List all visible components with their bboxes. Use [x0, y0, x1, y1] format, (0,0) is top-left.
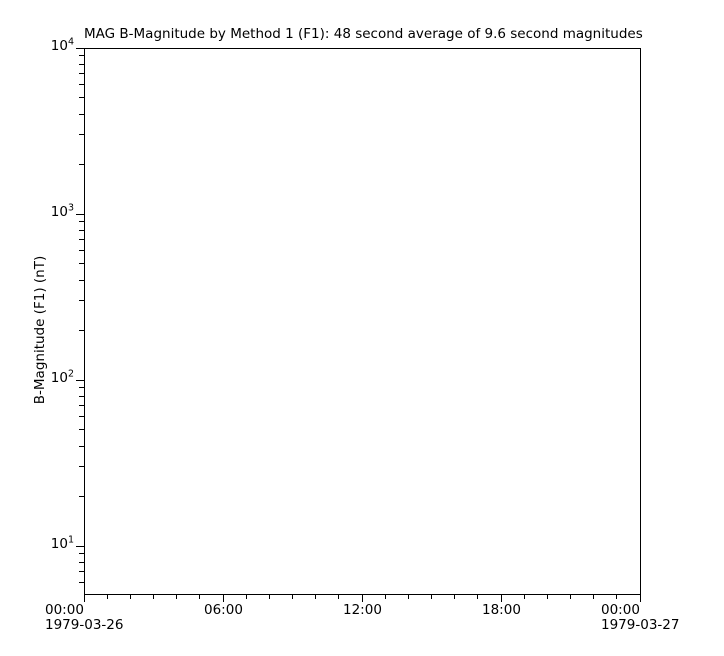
x-major-tick: [501, 594, 502, 602]
x-date-label: 1979-03-27: [601, 617, 680, 633]
y-major-tick: [76, 48, 84, 49]
y-minor-tick: [79, 582, 84, 583]
y-minor-tick: [79, 387, 84, 388]
x-minor-tick: [153, 594, 154, 599]
x-minor-tick: [408, 594, 409, 599]
x-tick-time: 00:00: [45, 602, 84, 618]
y-minor-tick: [79, 73, 84, 74]
y-minor-tick: [79, 330, 84, 331]
y-minor-tick: [79, 239, 84, 240]
x-date-label: 1979-03-26: [45, 617, 124, 633]
y-minor-tick: [79, 429, 84, 430]
x-major-tick: [223, 594, 224, 602]
y-minor-tick: [79, 446, 84, 447]
x-minor-tick: [547, 594, 548, 599]
y-minor-tick: [79, 230, 84, 231]
chart-title: MAG B-Magnitude by Method 1 (F1): 48 sec…: [84, 26, 643, 42]
y-minor-tick: [79, 416, 84, 417]
x-minor-tick: [107, 594, 108, 599]
x-tick-label: 00:00 1979-03-27: [601, 603, 679, 633]
y-major-tick: [76, 380, 84, 381]
x-minor-tick: [315, 594, 316, 599]
y-minor-tick: [79, 55, 84, 56]
x-tick-time: 06:00: [204, 602, 243, 618]
x-major-tick: [362, 594, 363, 602]
y-minor-tick: [79, 263, 84, 264]
x-tick-label: 06:00: [204, 603, 243, 618]
y-minor-tick: [79, 405, 84, 406]
x-minor-tick: [385, 594, 386, 599]
y-minor-tick: [79, 300, 84, 301]
y-minor-tick: [79, 496, 84, 497]
x-minor-tick: [524, 594, 525, 599]
y-tick-label: 101: [50, 534, 74, 552]
y-minor-tick: [79, 134, 84, 135]
y-major-tick: [76, 214, 84, 215]
x-major-tick: [84, 594, 85, 602]
x-tick-time: 00:00: [601, 602, 640, 618]
x-minor-tick: [130, 594, 131, 599]
x-minor-tick: [570, 594, 571, 599]
y-minor-tick: [79, 114, 84, 115]
y-major-tick: [76, 546, 84, 547]
y-minor-tick: [79, 396, 84, 397]
x-minor-tick: [477, 594, 478, 599]
x-minor-tick: [454, 594, 455, 599]
y-minor-tick: [79, 64, 84, 65]
x-minor-tick: [616, 594, 617, 599]
x-tick-time: 12:00: [343, 602, 382, 618]
x-tick-label: 18:00: [482, 603, 521, 618]
y-tick-label: 102: [50, 368, 74, 386]
y-tick-label: 104: [50, 36, 74, 54]
x-minor-tick: [292, 594, 293, 599]
x-minor-tick: [431, 594, 432, 599]
plot-area: [84, 48, 641, 595]
y-minor-tick: [79, 250, 84, 251]
y-minor-tick: [79, 97, 84, 98]
y-minor-tick: [79, 164, 84, 165]
x-minor-tick: [176, 594, 177, 599]
y-minor-tick: [79, 466, 84, 467]
x-major-tick: [640, 594, 641, 602]
x-tick-label: 12:00: [343, 603, 382, 618]
y-tick-label: 103: [50, 202, 74, 220]
y-minor-tick: [79, 553, 84, 554]
x-tick-label: 00:00 1979-03-26: [45, 603, 123, 633]
y-minor-tick: [79, 84, 84, 85]
x-minor-tick: [593, 594, 594, 599]
y-minor-tick: [79, 221, 84, 222]
x-minor-tick: [338, 594, 339, 599]
x-minor-tick: [199, 594, 200, 599]
y-minor-tick: [79, 562, 84, 563]
x-tick-time: 18:00: [482, 602, 521, 618]
x-minor-tick: [246, 594, 247, 599]
y-minor-tick: [79, 571, 84, 572]
y-minor-tick: [79, 280, 84, 281]
x-minor-tick: [269, 594, 270, 599]
